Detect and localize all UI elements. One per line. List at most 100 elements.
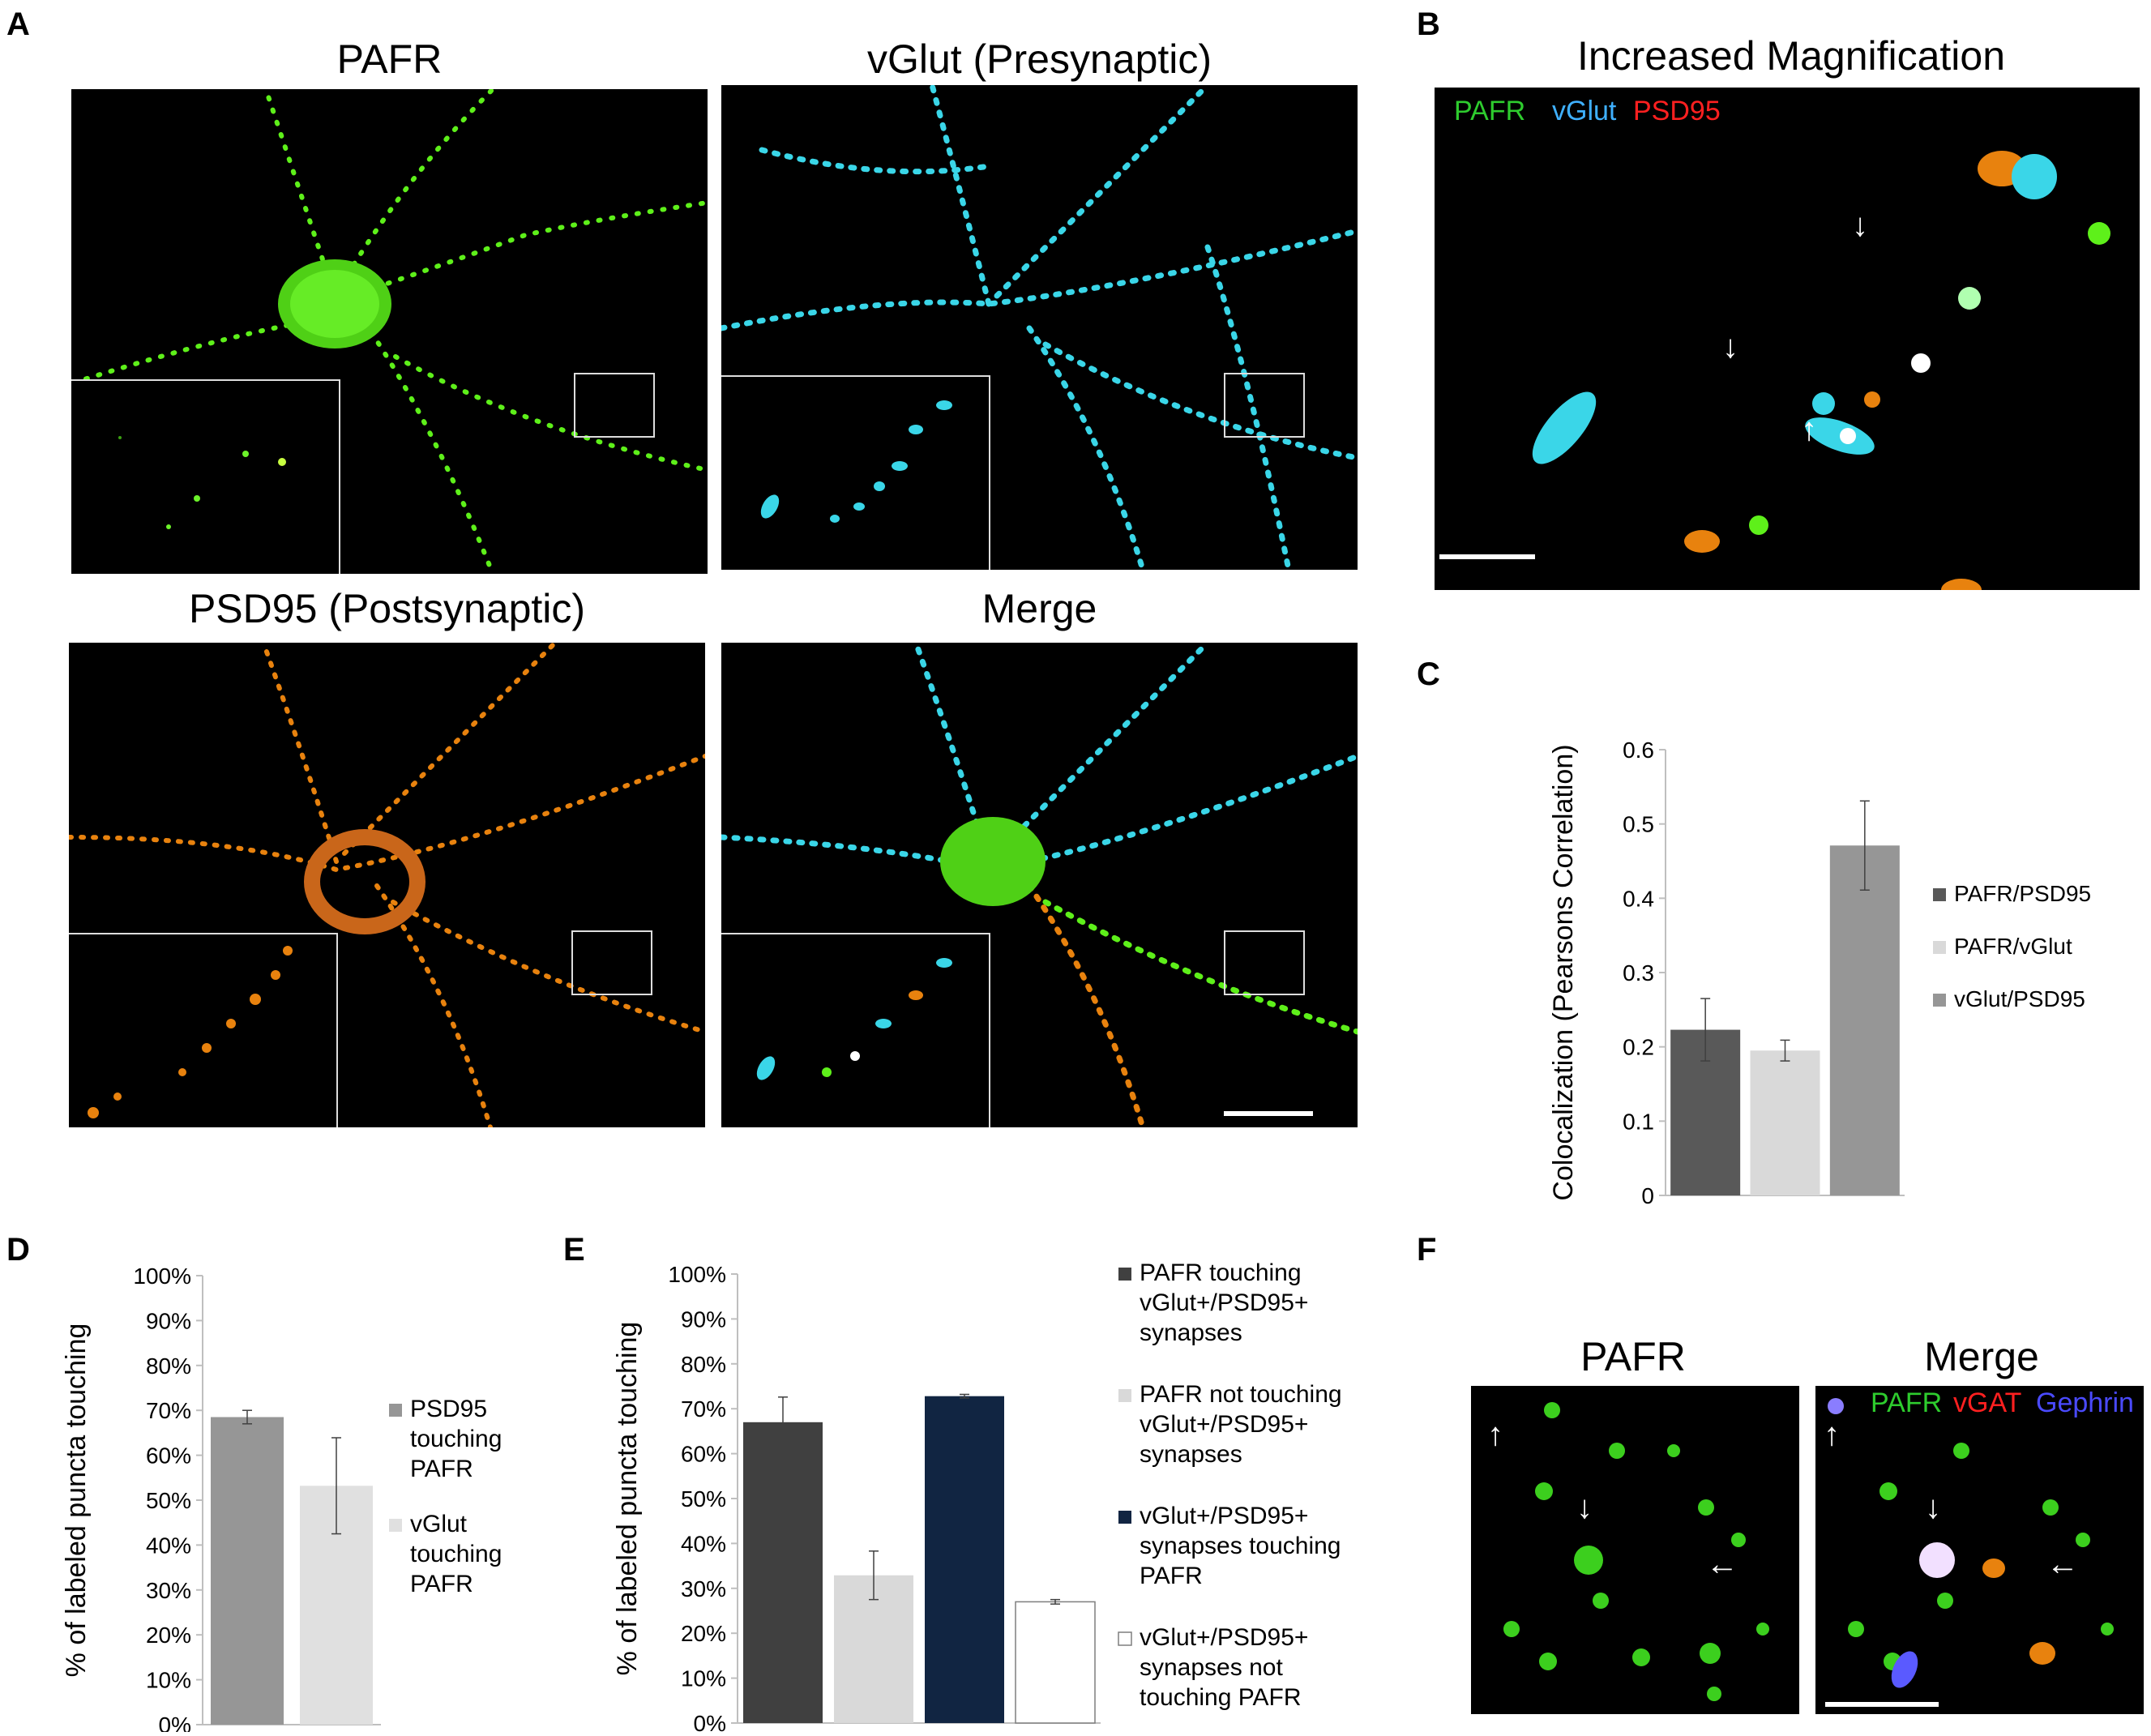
y-tick-label: 0.4 (1623, 886, 1654, 911)
chart-d: 0% 10% 20% 30% 40% 50% 60% 70% 80% 90% 100% % of la… (32, 1248, 551, 1736)
psd95-roi-box (571, 930, 652, 995)
legend-label: PAFR/vGlut (1954, 934, 2072, 959)
y-tick-label: 20% (146, 1623, 191, 1648)
f-merge-micrograph: PAFR vGAT Gephrin ↑ ↓ ← (1815, 1386, 2144, 1714)
f-pafr-micrograph: ↑ ↓ ← (1471, 1386, 1799, 1714)
y-tick-label: 40% (146, 1533, 191, 1558)
y-tick-label: 100% (133, 1264, 191, 1289)
y-tick-label: 60% (146, 1443, 191, 1469)
legend-label: touching (410, 1426, 502, 1452)
panel-letter-f: F (1417, 1232, 1437, 1268)
legend-label: PAFR/PSD95 (1954, 881, 2091, 906)
legend-label: PAFR not touching (1140, 1381, 1342, 1408)
vglut-micrograph-image (721, 85, 1358, 570)
merge-scale-bar (1224, 1111, 1313, 1116)
merge-inset (721, 933, 990, 1127)
legend-label: touching PAFR (1140, 1684, 1302, 1711)
legend-label: PAFR (410, 1571, 473, 1597)
legend-swatch (1118, 1511, 1131, 1524)
psd95-micrograph (69, 643, 705, 1127)
f-label-pafr: PAFR (1871, 1388, 1943, 1418)
f-pafr-image (1503, 1402, 1769, 1701)
y-tick-label: 10% (681, 1666, 726, 1691)
legend-label: vGlut+/PSD95+ (1140, 1289, 1308, 1316)
legend-swatch (1933, 941, 1946, 954)
legend-swatch (1933, 994, 1946, 1007)
legend-label: touching (410, 1541, 502, 1567)
panel-letter-d: D (6, 1232, 30, 1268)
legend-swatch (389, 1519, 402, 1532)
legend-label: vGlut+/PSD95+ (1140, 1624, 1308, 1651)
bar-0 (743, 1422, 823, 1723)
legend-swatch (1933, 888, 1946, 901)
merge-micrograph (721, 643, 1358, 1127)
legend-label: PSD95 (410, 1396, 487, 1422)
down-arrow-icon: ↓ (1722, 329, 1738, 365)
chart-d-svg: 0% 10% 20% 30% 40% 50% 60% 70% 80% 90% 100% % of la… (61, 1264, 502, 1736)
f-label-vgat: vGAT (1953, 1388, 2022, 1418)
legend-swatch (389, 1404, 402, 1417)
f-pafr-title: PAFR (1580, 1334, 1686, 1379)
bar-3 (1015, 1601, 1096, 1724)
left-arrow-icon: ← (2046, 1546, 2079, 1582)
y-tick-label: 40% (681, 1531, 726, 1556)
y-tick-label: 30% (681, 1576, 726, 1601)
y-tick-label: 80% (681, 1352, 726, 1377)
legend-label: vGlut (410, 1511, 468, 1537)
y-tick-label: 50% (146, 1488, 191, 1513)
y-tick-label: 10% (146, 1668, 191, 1693)
chart-e-svg: 0% 10% 20% 30% 40% 50% 60% 70% 80% 90% 100% % of la… (612, 1259, 1342, 1736)
vglut-micrograph (721, 85, 1358, 570)
y-tick-label: 0.1 (1623, 1109, 1654, 1134)
b-label-vglut: vGlut (1552, 96, 1617, 126)
bar-1 (1750, 1050, 1820, 1195)
merge-micrograph-image (721, 643, 1358, 1127)
bar-2 (1829, 845, 1900, 1195)
pafr-roi-box (574, 373, 655, 438)
panel-letter-b: B (1417, 6, 1440, 42)
vglut-inset (721, 375, 990, 570)
legend-label: vGlut+/PSD95+ (1140, 1503, 1308, 1529)
bar-0 (211, 1417, 284, 1725)
y-tick-label: 100% (668, 1262, 726, 1287)
panel-letter-c: C (1417, 656, 1440, 692)
y-tick-label: 50% (681, 1486, 726, 1512)
y-tick-label: 0% (694, 1711, 726, 1732)
legend-swatch (1118, 1389, 1131, 1402)
pafr-inset (71, 379, 340, 574)
psd95-inset (69, 933, 338, 1127)
pafr-micrograph (71, 89, 708, 574)
y-tick-label: 0% (159, 1712, 191, 1732)
legend-swatch (1118, 1268, 1131, 1281)
panel-letter-e: E (563, 1232, 585, 1268)
left-arrow-icon: ← (1706, 1546, 1738, 1582)
increased-magnification-title: Increased Magnification (1576, 33, 2006, 79)
vglut-title: vGlut (Presynaptic) (866, 36, 1212, 82)
legend-label: synapses (1140, 1319, 1242, 1346)
chart-e: 0% 10% 20% 30% 40% 50% 60% 70% 80% 90% 100% % of la… (592, 1248, 1402, 1736)
up-arrow-icon: ↑ (1824, 1417, 1840, 1452)
pafr-micrograph-image (77, 89, 708, 574)
down-arrow-icon: ↓ (1925, 1490, 1941, 1525)
legend-label: PAFR touching (1140, 1259, 1302, 1286)
b-scale-bar (1439, 554, 1535, 559)
merge-title: Merge (981, 586, 1097, 631)
legend-label: vGlut/PSD95 (1954, 986, 2085, 1011)
legend-swatch (1118, 1631, 1132, 1646)
y-tick-label: 90% (146, 1308, 191, 1333)
psd95-title: PSD95 (Postsynaptic) (188, 586, 586, 631)
y-axis-label: % of labeled puncta touching (612, 1322, 643, 1676)
merge-roi-box (1224, 930, 1305, 995)
y-tick-label: 30% (146, 1578, 191, 1603)
down-arrow-icon: ↓ (1852, 207, 1868, 243)
y-tick-label: 20% (681, 1621, 726, 1646)
pafr-title: PAFR (336, 36, 443, 82)
y-axis-label: Colocalization (Pearsons Correlation) (1548, 744, 1579, 1200)
legend-label: PAFR (1140, 1563, 1203, 1589)
y-tick-label: 80% (146, 1353, 191, 1379)
up-arrow-icon: ↑ (1487, 1417, 1503, 1452)
b-label-pafr: PAFR (1454, 96, 1526, 126)
legend-label: vGlut+/PSD95+ (1140, 1411, 1308, 1438)
legend-label: synapses (1140, 1441, 1242, 1468)
f-merge-image (1828, 1398, 2114, 1688)
